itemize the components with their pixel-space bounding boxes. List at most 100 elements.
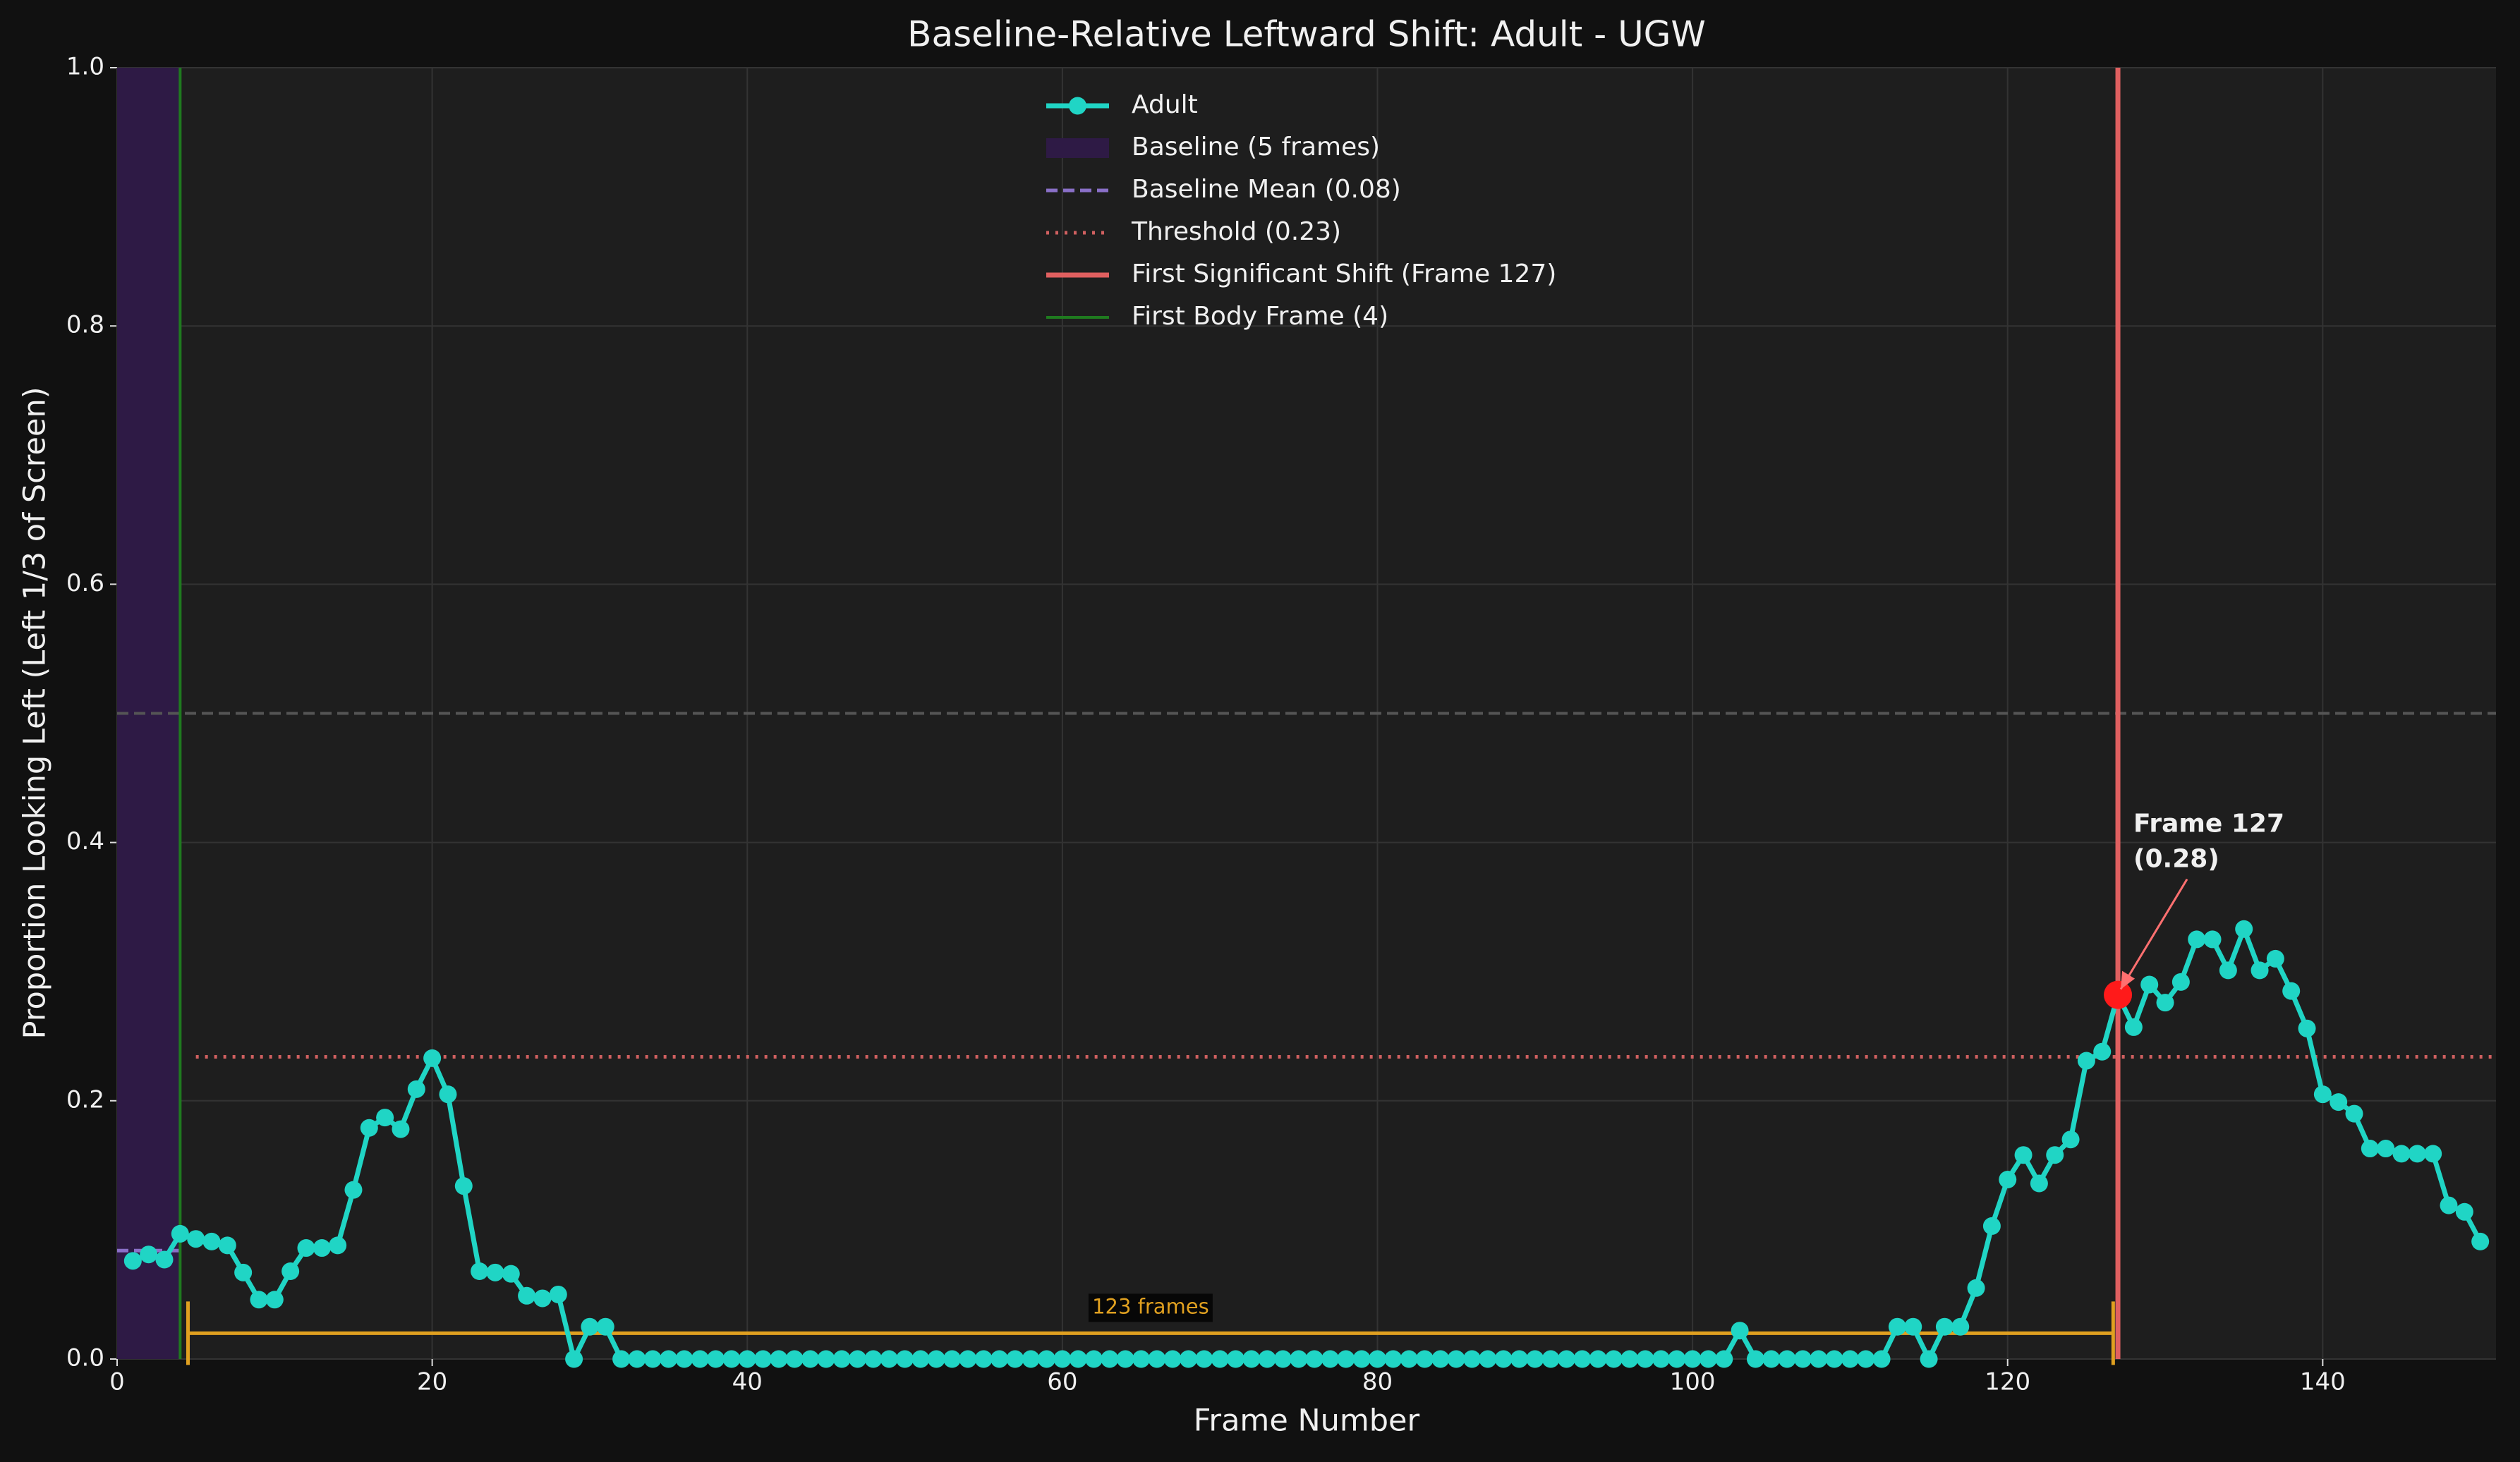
series-marker [423,1049,442,1067]
series-marker [1163,1350,1182,1368]
series-marker [140,1245,158,1264]
series-marker [1352,1350,1371,1368]
series-marker [1227,1350,1245,1368]
series-marker [265,1291,284,1309]
series-marker [596,1317,614,1336]
series-marker [1274,1350,1292,1368]
y-axis-label: Proportion Looking Left (Left 1/3 of Scr… [18,387,53,1040]
series-marker [1825,1350,1843,1368]
series-marker [392,1120,410,1138]
y-tick-label: 0.4 [66,827,104,855]
series-marker [1510,1350,1528,1368]
y-tick-label: 0.6 [66,569,104,597]
series-marker [1683,1350,1702,1368]
series-marker [801,1350,820,1368]
series-marker [376,1109,394,1127]
series-marker [471,1262,489,1280]
series-marker [1573,1350,1592,1368]
shift-marker [2104,980,2133,1009]
series-marker [2093,1042,2112,1061]
x-tick-label: 60 [1047,1368,1077,1396]
series-marker [2440,1196,2458,1214]
series-marker [1636,1350,1654,1368]
x-tick-label: 40 [732,1368,763,1396]
y-tick-label: 0.0 [66,1344,104,1372]
series-marker [2140,975,2159,994]
series-marker [1258,1350,1276,1368]
series-marker [2046,1146,2064,1164]
series-marker [1321,1350,1339,1368]
series-marker [2124,1018,2143,1036]
series-marker [1982,1217,2001,1235]
series-marker [2077,1052,2095,1070]
series-marker [2030,1174,2048,1193]
series-marker [1242,1350,1261,1368]
series-marker [2219,961,2237,980]
series-marker [1793,1350,1812,1368]
series-marker [1652,1350,1670,1368]
series-marker [1305,1350,1323,1368]
series-marker [281,1262,300,1280]
series-marker [486,1263,504,1281]
x-tick-label: 140 [2300,1368,2346,1396]
series-marker [2203,930,2222,949]
bracket-label-bg [1088,1293,1213,1322]
series-marker [2361,1140,2379,1158]
series-marker [1180,1350,1198,1368]
x-tick-label: 80 [1362,1368,1393,1396]
series-marker [1290,1350,1308,1368]
series-marker [864,1350,883,1368]
legend-label: First Body Frame (4) [1132,302,1388,331]
series-marker [2392,1145,2411,1163]
series-marker [1400,1350,1418,1368]
series-marker [2455,1202,2473,1221]
y-tick-label: 1.0 [66,53,104,81]
series-marker [1746,1350,1764,1368]
series-marker [1967,1279,1985,1297]
series-marker [250,1291,268,1309]
series-marker [849,1350,867,1368]
series-marker [1085,1350,1103,1368]
series-marker [628,1350,646,1368]
x-tick-label: 20 [417,1368,447,1396]
series-marker [1431,1350,1450,1368]
x-axis-label: Frame Number [1194,1403,1420,1439]
series-marker [1857,1350,1875,1368]
series-marker [1999,1170,2017,1188]
series-marker [817,1350,835,1368]
legend-label: Threshold (0.23) [1131,217,1341,246]
series-marker [1211,1350,1229,1368]
series-marker [2330,1093,2348,1111]
series-marker [643,1350,662,1368]
series-marker [1778,1350,1796,1368]
series-marker [660,1350,678,1368]
series-marker [754,1350,773,1368]
series-marker [2251,961,2269,980]
series-marker [2266,949,2284,968]
series-marker [1668,1350,1686,1368]
series-marker [1368,1350,1386,1368]
series-marker [2345,1104,2363,1123]
series-marker [1541,1350,1560,1368]
series-marker [1053,1350,1072,1368]
series-marker [2282,982,2301,1000]
series-marker [2408,1145,2426,1163]
series-marker [832,1350,851,1368]
series-marker [675,1350,693,1368]
series-marker [1699,1350,1717,1368]
series-marker [896,1350,914,1368]
series-marker [2298,1019,2316,1037]
series-marker [991,1350,1009,1368]
series-marker [1731,1322,1749,1340]
series-marker [234,1263,253,1281]
series-marker [1148,1350,1166,1368]
series-marker [691,1350,709,1368]
series-marker [2424,1145,2442,1163]
series-marker [1006,1350,1024,1368]
series-marker [1589,1350,1607,1368]
series-marker [1038,1350,1056,1368]
series-marker [1951,1317,1970,1336]
series-marker [1526,1350,1544,1368]
